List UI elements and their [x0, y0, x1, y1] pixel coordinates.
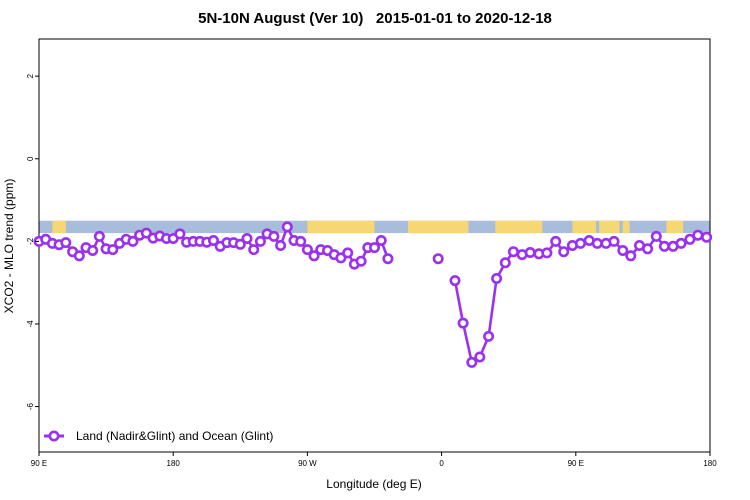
data-point — [342, 247, 354, 259]
data-point — [507, 246, 519, 258]
data-point — [127, 235, 139, 247]
series-line-segment-2 — [453, 233, 707, 364]
data-point — [248, 244, 260, 256]
data-point — [474, 351, 486, 363]
y-tick-label: -6 — [26, 402, 35, 410]
y-tick-label: -4 — [26, 320, 35, 328]
data-point — [73, 250, 85, 262]
data-point — [355, 255, 367, 267]
legend-label: Land (Nadir&Glint) and Ocean (Glint) — [76, 429, 273, 443]
data-point — [268, 230, 280, 242]
data-point — [432, 253, 444, 265]
data-point — [524, 247, 536, 259]
data-point — [642, 243, 654, 255]
land-segment-7 — [666, 220, 684, 234]
data-point — [281, 221, 293, 233]
data-point — [301, 244, 313, 256]
data-point — [692, 229, 704, 241]
data-point — [625, 250, 637, 262]
legend-marker-swatch — [48, 430, 60, 442]
data-point — [93, 230, 105, 242]
x-tick-label: 180 — [703, 459, 717, 468]
data-point — [254, 235, 266, 247]
data-point — [275, 240, 287, 252]
x-axis-label: Longitude (deg E) — [326, 477, 421, 491]
data-point — [382, 253, 394, 265]
y-axis: 2 0 -2 -4 -6 — [26, 73, 39, 410]
x-tick-label: 90 W — [298, 459, 317, 468]
data-point — [107, 244, 119, 256]
y-tick-label: -2 — [26, 237, 35, 245]
legend: Land (Nadir&Glint) and Ocean (Glint) — [44, 429, 273, 443]
data-point — [466, 356, 478, 368]
data-point — [368, 242, 380, 254]
data-point — [684, 233, 696, 245]
data-point — [541, 247, 553, 259]
data-point — [308, 250, 320, 262]
data-point — [335, 252, 347, 264]
data-point — [617, 245, 629, 257]
land-segment-3 — [495, 220, 543, 234]
data-point — [234, 238, 246, 250]
data-point — [457, 317, 469, 329]
data-point — [550, 235, 562, 247]
data-point — [574, 237, 586, 249]
data-point — [499, 257, 511, 269]
data-point — [483, 330, 495, 342]
land-segment-6 — [622, 220, 630, 234]
data-point — [208, 235, 220, 247]
x-tick-label: 90 E — [568, 459, 584, 468]
land-segment-5 — [599, 220, 620, 234]
data-point — [608, 235, 620, 247]
data-point — [591, 237, 603, 249]
data-point — [295, 235, 307, 247]
data-point — [491, 272, 503, 284]
x-tick-label: 180 — [167, 459, 181, 468]
land-segment-1 — [307, 220, 375, 234]
data-point — [87, 245, 99, 257]
y-tick-label: 0 — [26, 156, 35, 161]
x-tick-label: 0 — [439, 459, 444, 468]
data-point — [650, 230, 662, 242]
data-point — [375, 235, 387, 247]
data-point — [701, 231, 713, 243]
y-tick-label: 2 — [26, 73, 35, 78]
series-group — [33, 221, 713, 368]
data-point — [174, 228, 186, 240]
data-point — [241, 233, 253, 245]
y-axis-label: XCO2 - MLO trend (ppm) — [2, 179, 16, 314]
land-segment-2 — [408, 220, 469, 234]
data-point — [675, 237, 687, 249]
data-point — [658, 240, 670, 252]
chart-title: 5N-10N August (Ver 10) 2015-01-01 to 202… — [198, 10, 552, 27]
x-tick-label: 90 E — [31, 459, 47, 468]
land-segment-0 — [52, 220, 66, 234]
x-axis: 90 E 180 90 W 0 90 E 180 — [31, 452, 717, 468]
data-point — [60, 237, 72, 249]
land-ocean-strip — [39, 220, 710, 234]
land-segment-4 — [572, 220, 596, 234]
data-point — [449, 275, 461, 287]
data-point — [558, 246, 570, 258]
